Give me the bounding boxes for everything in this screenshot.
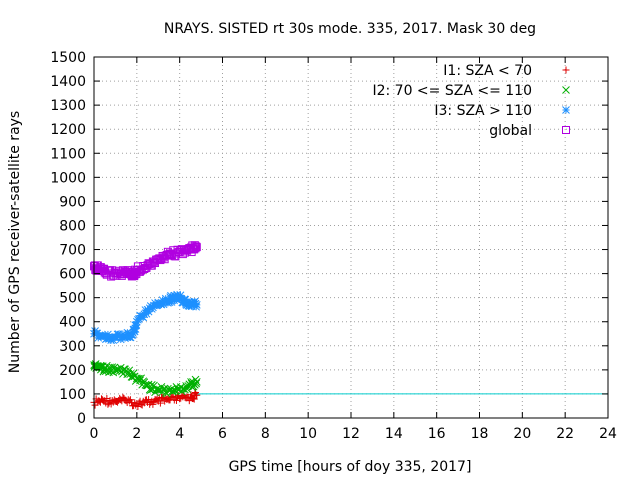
legend-marker xyxy=(562,66,570,74)
legend-label: I2: 70 <= SZA <= 110 xyxy=(372,83,532,99)
x-tick-label: 12 xyxy=(342,426,360,442)
series-2-mark xyxy=(187,378,195,386)
x-tick-label: 14 xyxy=(385,426,403,442)
series-4-mark xyxy=(192,242,201,251)
legend-marker xyxy=(562,86,570,94)
series-4-mark xyxy=(191,244,200,253)
legend-label: global xyxy=(489,123,532,139)
grid xyxy=(94,57,608,418)
series-1-mark xyxy=(190,395,198,403)
series-3-point xyxy=(192,301,201,309)
series-1-mark xyxy=(149,400,157,408)
y-tick-label: 900 xyxy=(59,194,86,210)
y-tick-label: 200 xyxy=(59,363,86,379)
y-tick-label: 100 xyxy=(59,387,86,403)
x-tick-label: 16 xyxy=(428,426,446,442)
series-2 xyxy=(90,360,201,398)
legend-label: I3: SZA > 110 xyxy=(434,103,532,119)
data-marks xyxy=(90,241,201,410)
chart-title: NRAYS. SISTED rt 30s mode. 335, 2017. Ma… xyxy=(164,21,536,37)
x-tick-label: 18 xyxy=(471,426,489,442)
series-2-mark xyxy=(192,379,201,388)
series-2-mark xyxy=(158,388,167,396)
x-tick-label: 0 xyxy=(90,426,99,442)
x-tick-label: 20 xyxy=(513,426,531,442)
y-tick-label: 1400 xyxy=(50,74,86,90)
legend-marker xyxy=(562,106,570,114)
series-4 xyxy=(90,241,201,281)
y-axis-label: Number of GPS receiver-satellite rays xyxy=(7,111,23,373)
y-tick-label: 0 xyxy=(77,411,86,427)
y-tick-label: 1300 xyxy=(50,98,86,114)
y-tick-label: 600 xyxy=(59,267,86,283)
y-tick-label: 1500 xyxy=(50,50,86,66)
series-4-mark xyxy=(190,245,199,254)
axis-ticks: 0100200300400500600700800900100011001200… xyxy=(50,50,617,442)
series-2-point xyxy=(192,378,201,386)
y-tick-label: 1200 xyxy=(50,122,86,138)
x-tick-label: 2 xyxy=(132,426,141,442)
x-tick-label: 10 xyxy=(299,426,317,442)
x-tick-label: 8 xyxy=(261,426,270,442)
y-tick-label: 800 xyxy=(59,218,86,234)
y-tick-label: 1100 xyxy=(50,146,86,162)
y-tick-label: 300 xyxy=(59,339,86,355)
legend-marker xyxy=(562,126,570,134)
x-axis-label: GPS time [hours of doy 335, 2017] xyxy=(229,459,472,475)
legend: I1: SZA < 70 I2: 70 <= SZA <= 110 I3: SZA … xyxy=(372,63,570,139)
x-tick-label: 4 xyxy=(175,426,184,442)
series-1-point xyxy=(193,391,201,399)
y-tick-label: 700 xyxy=(59,243,86,259)
series-1-mark xyxy=(172,396,180,404)
legend-label: I1: SZA < 70 xyxy=(443,63,532,79)
series-1-mark xyxy=(156,399,164,407)
x-tick-label: 24 xyxy=(599,426,617,442)
series-1-mark xyxy=(126,396,134,404)
series-4-point xyxy=(192,243,201,252)
y-tick-label: 1000 xyxy=(50,170,86,186)
y-tick-label: 500 xyxy=(59,291,86,307)
x-tick-label: 6 xyxy=(218,426,227,442)
x-tick-label: 22 xyxy=(556,426,574,442)
y-tick-label: 400 xyxy=(59,315,86,331)
series-3 xyxy=(90,290,201,344)
